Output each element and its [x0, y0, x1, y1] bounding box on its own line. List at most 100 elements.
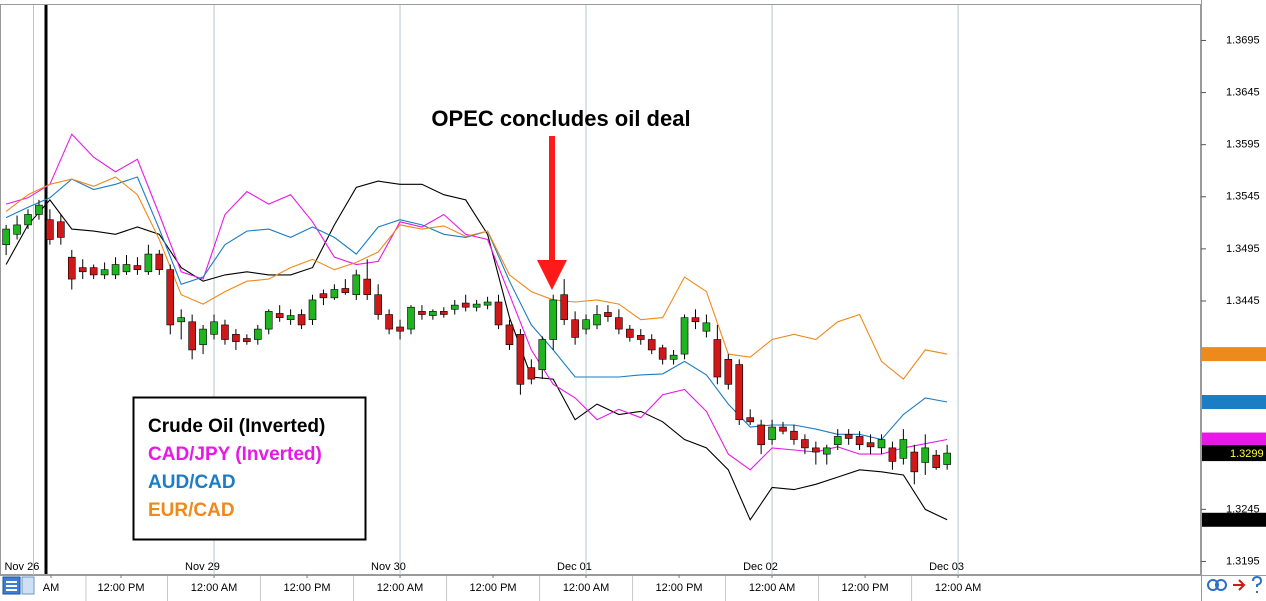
y-tick-label: 1.3695: [1226, 34, 1260, 46]
candle-body: [626, 328, 634, 338]
candle-body: [636, 335, 645, 340]
y-tick-label: 1.3545: [1226, 191, 1260, 203]
go-icon[interactable]: [1233, 579, 1246, 591]
date-label: Nov 26: [4, 561, 39, 573]
time-label: 12:00 AM: [749, 582, 795, 594]
candle-body: [779, 426, 787, 432]
candle-body: [363, 278, 372, 296]
series-end-marker: [1202, 395, 1266, 410]
time-label: 12:00 AM: [935, 582, 981, 594]
toolbar-left[interactable]: [2, 576, 35, 595]
candle-body: [341, 288, 350, 293]
lines-layer: [5, 133, 948, 521]
candle-body: [866, 442, 875, 448]
candle-body: [877, 439, 886, 449]
date-label: Dec 01: [557, 561, 592, 573]
candle-body: [407, 306, 415, 330]
series-end-marker: [1202, 512, 1266, 527]
candle-body: [812, 447, 820, 453]
time-label: 12:00 PM: [470, 582, 517, 594]
candle-body: [801, 439, 809, 449]
y-tick-label: 1.3595: [1226, 139, 1260, 151]
y-tick-label: 1.3645: [1226, 86, 1260, 98]
candle-body: [111, 264, 120, 276]
candle-body: [100, 269, 109, 276]
candle-body: [680, 317, 689, 355]
link-icon[interactable]: [1207, 579, 1219, 591]
candle-body: [2, 228, 10, 245]
time-label: 12:00 PM: [842, 582, 889, 594]
icon-stroke: [6, 589, 17, 591]
candle-body: [888, 447, 897, 462]
candle-body: [593, 314, 601, 326]
time-label: 12:00 PM: [97, 582, 144, 594]
date-label: Dec 02: [743, 561, 778, 573]
candle-body: [24, 214, 32, 226]
candle-body: [429, 311, 437, 316]
time-label: 12:00 PM: [656, 582, 703, 594]
toolbar-button[interactable]: [21, 576, 35, 595]
series-end-marker: [1202, 432, 1266, 447]
candle-body: [221, 324, 229, 340]
candle-body: [560, 294, 568, 321]
candle-body: [89, 267, 98, 276]
candle-body: [833, 436, 842, 446]
series-line: [5, 180, 948, 521]
icon-stroke: [6, 581, 17, 583]
toolbar-right[interactable]: [1207, 575, 1263, 593]
candle-body: [418, 311, 426, 315]
candle-body: [319, 293, 328, 299]
candle-body: [899, 439, 908, 459]
y-axis-panel: [1201, 0, 1266, 575]
link-icon: [1215, 579, 1227, 591]
time-label: 12:00 PM: [283, 582, 330, 594]
candle-body: [275, 313, 284, 318]
candle-body: [57, 221, 65, 238]
candle-body: [757, 424, 765, 446]
candle-body: [396, 326, 404, 332]
time-label: 12:00 AM: [191, 582, 237, 594]
legend-box: [132, 396, 367, 541]
icon-stroke: [6, 585, 17, 587]
candle-body: [472, 303, 481, 308]
candle-body: [538, 339, 547, 371]
candle-body: [702, 322, 711, 332]
candle-body: [582, 319, 590, 330]
candle-body: [549, 299, 558, 340]
y-tick-label: 1.3195: [1226, 555, 1260, 567]
candle-body: [155, 253, 164, 271]
date-label: Nov 30: [371, 561, 406, 573]
help-icon[interactable]: [1252, 575, 1263, 593]
last-price-box: [1202, 445, 1266, 462]
annotation: OPEC concludes oil deal: [431, 106, 690, 131]
candle-body: [604, 312, 612, 317]
candle-body: [724, 359, 733, 385]
candle-body: [855, 436, 864, 446]
candle-body: [932, 454, 941, 468]
x-axis: Nov 26 Nov 29 Nov 30 Dec 01 Dec 02 Dec 03 AM 12…: [4, 561, 981, 601]
candle-body: [210, 321, 218, 335]
candle-body: [166, 269, 175, 326]
candle-body: [122, 264, 131, 273]
candle-body: [243, 338, 251, 342]
arrow-shaft: [549, 136, 555, 262]
annotation-arrow: [537, 136, 567, 290]
candle-body: [527, 367, 536, 380]
candle-body: [921, 447, 930, 463]
legend-entry: EUR/CAD: [148, 500, 235, 521]
candle-body: [78, 267, 87, 273]
time-label: AM: [43, 582, 60, 594]
candle-body: [286, 315, 295, 321]
candle-body: [768, 426, 776, 440]
candle-body: [450, 304, 459, 310]
candle-body: [144, 253, 153, 273]
candle-body: [615, 317, 623, 330]
candle-body: [188, 321, 196, 351]
candle-body: [647, 339, 656, 351]
x-axis-panel: [0, 575, 1201, 601]
candle-body: [35, 204, 43, 215]
y-axis: 1.3195 1.3245 1.3445 1.3495 1.3545 1.3595 1.36…: [1201, 34, 1266, 567]
legend-entry: Crude Oil (Inverted): [148, 416, 325, 437]
